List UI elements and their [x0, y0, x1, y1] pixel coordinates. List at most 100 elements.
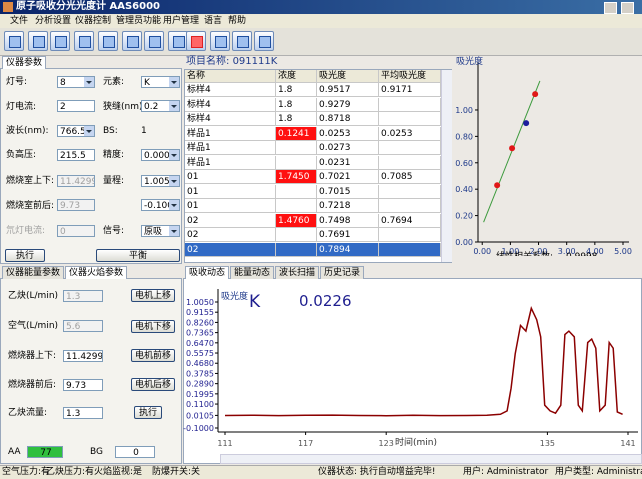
menu-item[interactable]: 仪器控制 [75, 16, 112, 26]
table-header[interactable]: 吸光度 [317, 70, 379, 83]
toolbar-button[interactable] [50, 31, 70, 51]
table-cell[interactable] [276, 184, 317, 199]
param-input[interactable]: 2 [57, 100, 95, 112]
table-cell[interactable]: 01 [185, 199, 276, 213]
table-cell[interactable] [379, 199, 441, 213]
table-cell[interactable]: 样品1 [185, 155, 276, 170]
table-cell[interactable]: 0.7085 [379, 170, 441, 184]
param-button[interactable]: 执行 [5, 249, 45, 262]
table-cell[interactable] [276, 141, 317, 155]
table-scrollbar[interactable] [441, 70, 452, 262]
menu-item[interactable]: 帮助 [228, 16, 247, 26]
table-cell[interactable]: 0.7498 [317, 213, 379, 228]
param-dropdown[interactable]: 原吸 [141, 225, 180, 237]
table-cell[interactable]: 0.1241 [276, 126, 317, 141]
param-dropdown[interactable]: -0.1000 [141, 199, 180, 211]
dropdown-arrow[interactable] [84, 126, 94, 136]
toolbar-button[interactable] [4, 31, 24, 51]
lower-tab[interactable]: 仪器火焰参数 [65, 266, 128, 279]
table-cell[interactable]: 01 [185, 184, 276, 199]
param-dropdown[interactable]: 0.2 [141, 100, 180, 112]
table-header[interactable]: 名称 [185, 70, 276, 83]
lower-tab[interactable]: 仪器能量参数 [2, 266, 65, 279]
param-dropdown[interactable]: K [141, 76, 180, 88]
toolbar-button[interactable] [98, 31, 118, 51]
table-cell[interactable] [379, 97, 441, 112]
table-cell[interactable]: 0.7021 [317, 170, 379, 184]
close-button[interactable] [621, 2, 634, 14]
toolbar-button[interactable] [144, 31, 164, 51]
toolbar-button[interactable] [28, 31, 48, 51]
motor-button[interactable]: 电机上移 [131, 289, 175, 302]
menu-item[interactable]: 管理员功能 [116, 16, 162, 26]
table-cell[interactable]: 0.0273 [317, 141, 379, 155]
table-cell[interactable]: 0.7218 [317, 199, 379, 213]
menu-item[interactable]: 文件 [10, 16, 29, 26]
table-cell[interactable]: 1.8 [276, 112, 317, 126]
table-cell[interactable]: 0.0253 [317, 126, 379, 141]
menu-item[interactable]: 分析设置 [35, 16, 72, 26]
table-cell[interactable]: 02 [185, 242, 276, 257]
menu-item[interactable]: 用户管理 [163, 16, 200, 26]
table-cell[interactable]: 0.7691 [317, 228, 379, 242]
table-cell[interactable]: 样品1 [185, 141, 276, 155]
flame-input[interactable]: 1.3 [63, 407, 103, 419]
table-cell[interactable]: 0.9171 [379, 83, 441, 97]
dropdown-arrow[interactable] [169, 101, 179, 111]
table-cell[interactable]: 样品1 [185, 126, 276, 141]
toolbar-button[interactable] [168, 31, 188, 51]
trend-tab[interactable]: 历史记录 [320, 266, 365, 279]
dropdown-arrow[interactable] [169, 77, 179, 87]
dropdown-arrow[interactable] [169, 176, 179, 186]
table-cell[interactable]: 02 [185, 228, 276, 242]
trend-tab[interactable]: 吸收动态 [185, 266, 230, 279]
dropdown-arrow[interactable] [84, 77, 94, 87]
table-cell[interactable] [276, 242, 317, 257]
table-cell[interactable] [379, 242, 441, 257]
menu-item[interactable]: 语言 [204, 16, 223, 26]
toolbar-button[interactable] [210, 31, 230, 51]
table-cell[interactable] [276, 199, 317, 213]
minimize-button[interactable] [604, 2, 617, 14]
motor-button[interactable]: 电机前移 [131, 349, 175, 362]
trend-tab[interactable]: 能量动态 [230, 266, 275, 279]
table-header[interactable]: 浓度 [276, 70, 317, 83]
table-header[interactable]: 平均吸光度 [379, 70, 441, 83]
param-dropdown[interactable]: 8 [57, 76, 95, 88]
table-cell[interactable]: 标样4 [185, 83, 276, 97]
table-cell[interactable]: 1.8 [276, 83, 317, 97]
table-cell[interactable]: 01 [185, 170, 276, 184]
param-dropdown[interactable]: 0.0000 [141, 149, 180, 161]
motor-button[interactable]: 电机后移 [131, 378, 175, 391]
table-cell[interactable]: 0.9279 [317, 97, 379, 112]
dropdown-arrow[interactable] [169, 226, 179, 236]
table-cell[interactable]: 02 [185, 213, 276, 228]
table-cell[interactable]: 1.7450 [276, 170, 317, 184]
param-dropdown[interactable]: 766.5 [57, 125, 95, 137]
table-cell[interactable]: 0.0253 [379, 126, 441, 141]
table-cell[interactable] [379, 155, 441, 170]
param-input[interactable]: 215.5 [57, 149, 95, 161]
flame-input[interactable]: 9.73 [63, 379, 103, 391]
table-cell[interactable] [276, 228, 317, 242]
toolbar-button[interactable] [186, 31, 206, 51]
table-cell[interactable] [379, 112, 441, 126]
table-cell[interactable]: 0.8718 [317, 112, 379, 126]
toolbar-button[interactable] [254, 31, 274, 51]
motor-button[interactable]: 电机下移 [131, 320, 175, 333]
motor-button[interactable]: 执行 [134, 406, 162, 419]
table-cell[interactable] [379, 141, 441, 155]
trend-tab[interactable]: 波长扫描 [275, 266, 320, 279]
toolbar-button[interactable] [232, 31, 252, 51]
table-cell[interactable]: 0.7694 [379, 213, 441, 228]
toolbar-button[interactable] [122, 31, 142, 51]
table-cell[interactable]: 标样4 [185, 112, 276, 126]
table-cell[interactable] [379, 184, 441, 199]
table-cell[interactable] [276, 155, 317, 170]
param-button[interactable]: 平衡 [96, 249, 180, 262]
table-cell[interactable]: 标样4 [185, 97, 276, 112]
flame-input[interactable]: 11.4299 [63, 350, 103, 362]
table-cell[interactable]: 0.7894 [317, 242, 379, 257]
dropdown-arrow[interactable] [169, 200, 179, 210]
trend-scrollbar[interactable] [220, 454, 642, 464]
